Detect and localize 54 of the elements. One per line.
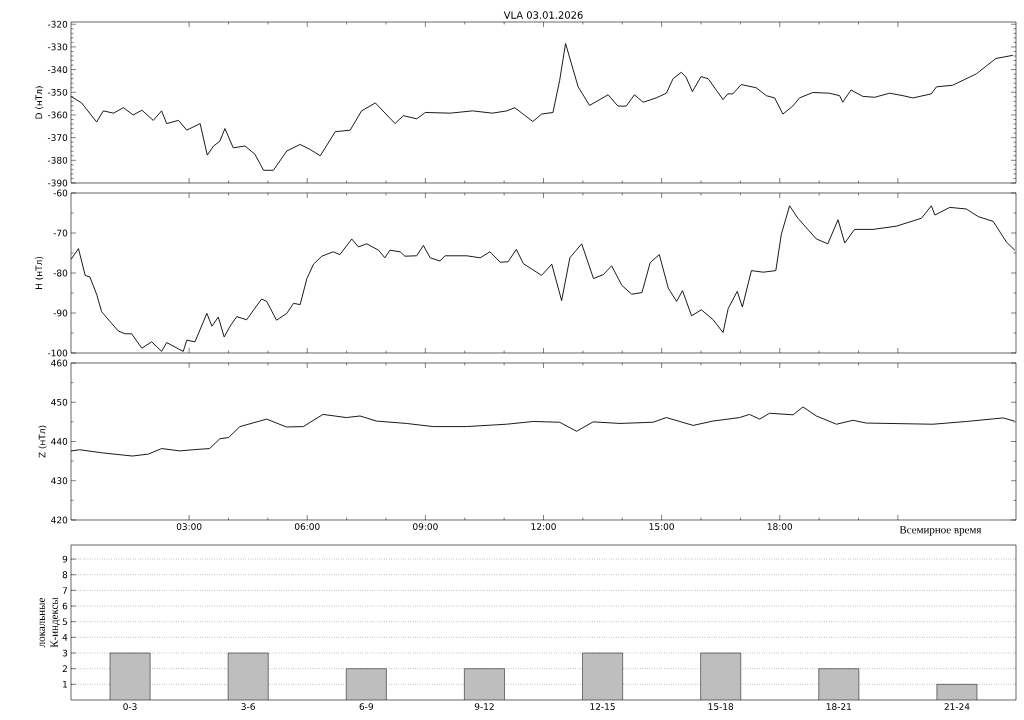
y-tick-label: 6 <box>62 602 68 610</box>
y-tick-label: -330 <box>47 43 68 51</box>
x-tick-label: 09:00 <box>413 523 438 530</box>
y-tick-label: 1 <box>63 681 67 688</box>
y-tick-label: -340 <box>47 66 68 73</box>
x-tick-label: 9-12 <box>474 703 494 710</box>
x-tick-label: 06:00 <box>294 523 320 530</box>
x-tick-label: 12-15 <box>590 703 615 710</box>
y-tick-label: -320 <box>47 20 68 28</box>
y-tick-label: -390 <box>47 179 68 187</box>
bar <box>700 652 742 700</box>
y-tick-label: -380 <box>47 156 68 164</box>
bar <box>345 668 387 700</box>
y-axis-title: H (нТл) <box>35 256 44 289</box>
y-tick-label: 8 <box>62 571 68 579</box>
x-axis-title: Всемирное время <box>899 526 982 536</box>
y-tick-label: -370 <box>47 134 68 142</box>
x-tick-label: 12:00 <box>531 523 556 530</box>
x-tick-label: 18-21 <box>826 703 852 710</box>
y-tick-label: -90 <box>53 309 68 317</box>
y-tick-label: 440 <box>51 438 68 445</box>
y-tick-label: 5 <box>62 618 68 626</box>
x-tick-label: 0-3 <box>123 703 137 710</box>
y-tick-label: -70 <box>53 229 68 237</box>
y-tick-label: -360 <box>47 111 68 119</box>
bar <box>582 652 623 700</box>
x-tick-label: 18:00 <box>767 523 793 530</box>
y-axis-title: D (нТл) <box>35 86 44 119</box>
x-tick-label: 6-9 <box>359 703 374 710</box>
y-tick-label: 7 <box>62 587 68 594</box>
y-tick-label: 3 <box>62 649 68 657</box>
y-tick-label: 9 <box>62 555 68 563</box>
y-axis-title: Z (нТл) <box>38 425 47 458</box>
y-tick-label: 450 <box>51 398 68 406</box>
y-tick-label: 2 <box>62 665 67 673</box>
x-tick-label: 3-6 <box>241 703 255 710</box>
bar <box>109 652 151 700</box>
y-tick-label: 4 <box>62 634 68 641</box>
bar <box>818 668 860 700</box>
y-tick-label: -100 <box>47 349 68 357</box>
x-tick-label: 15:00 <box>649 523 674 530</box>
bar <box>464 668 505 700</box>
bar <box>227 652 269 700</box>
y-tick-label: -60 <box>53 189 68 197</box>
x-tick-label: 21-24 <box>944 703 970 710</box>
y-axis-title: локальные К-индексы <box>39 597 60 648</box>
y-tick-label: 420 <box>51 516 68 524</box>
y-tick-label: 460 <box>51 359 68 367</box>
x-tick-label: 15-18 <box>708 703 734 710</box>
x-tick-label: 03:00 <box>176 523 202 530</box>
y-tick-label: 430 <box>51 477 68 485</box>
y-tick-label: -80 <box>53 269 68 277</box>
y-tick-label: -350 <box>47 88 68 96</box>
chart-title: VLA 03.01.2026 <box>503 11 583 19</box>
